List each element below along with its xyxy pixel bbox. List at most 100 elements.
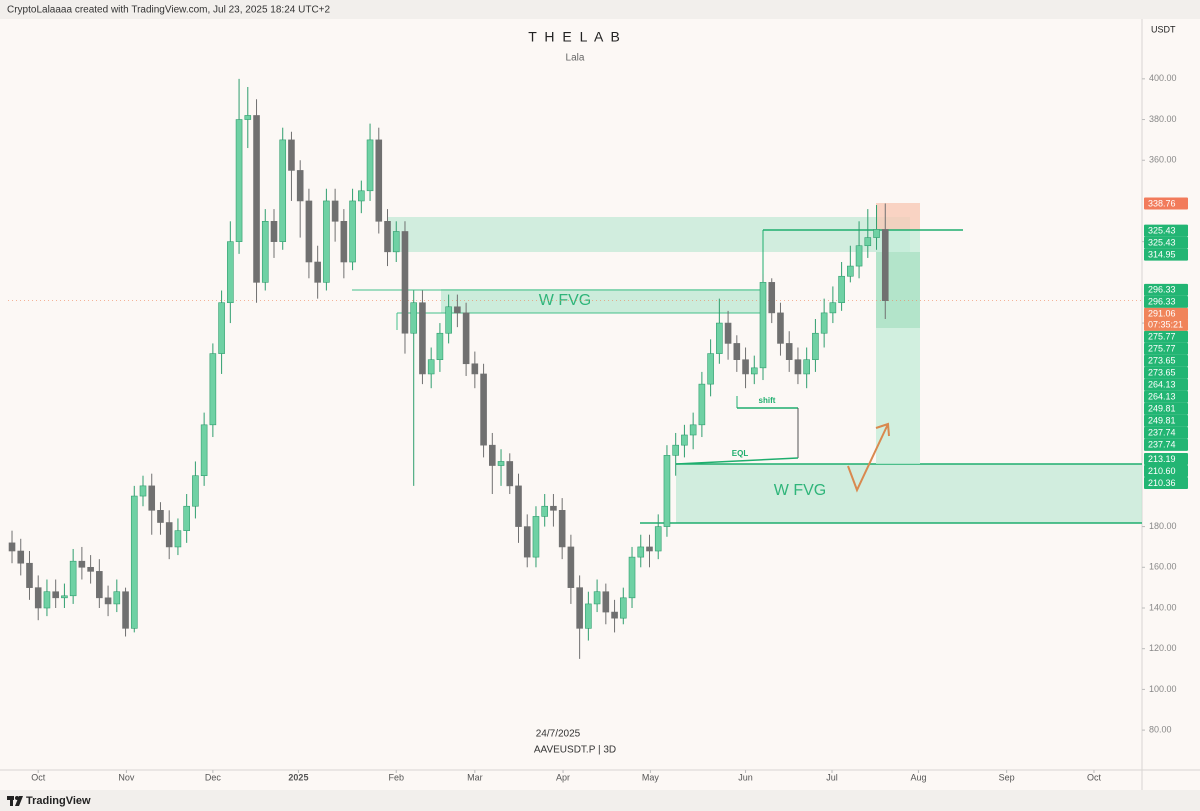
- x-tick-label: Dec: [205, 772, 222, 782]
- candle-body: [471, 363, 479, 375]
- x-tick-label: Feb: [388, 772, 404, 782]
- y-tick-label: 100.00: [1149, 684, 1177, 694]
- candle-body: [532, 516, 540, 558]
- y-tick-label: 400.00: [1149, 73, 1177, 83]
- fvg-zone: [676, 464, 1142, 523]
- price-label-bg: [1144, 197, 1188, 210]
- y-tick-label: 140.00: [1149, 602, 1177, 612]
- price-label: 296.33: [1148, 285, 1176, 295]
- candle-body: [69, 560, 77, 597]
- candle-body: [593, 591, 601, 605]
- candle-body: [838, 275, 845, 304]
- candle-body: [506, 461, 514, 487]
- axis-unit: USDT: [1151, 24, 1176, 34]
- candle-body: [812, 332, 819, 360]
- x-tick-label: Jul: [826, 772, 838, 782]
- candle-body: [218, 302, 225, 354]
- arrow: [847, 422, 890, 493]
- candle-body: [209, 353, 217, 426]
- candle-body: [672, 444, 679, 456]
- price-label: 237.74: [1148, 440, 1176, 450]
- candle-body: [864, 237, 872, 247]
- tv-logo: [7, 796, 23, 806]
- candle-body: [611, 611, 618, 619]
- candle-body: [427, 359, 435, 375]
- fvg-zone: [388, 217, 910, 252]
- price-label: 210.60: [1148, 466, 1176, 476]
- annotation: W FVG: [539, 292, 591, 309]
- candle-body: [759, 282, 767, 369]
- candle-body: [698, 383, 706, 426]
- annotation: shift: [759, 396, 776, 405]
- candle-body: [794, 359, 802, 375]
- candle-body: [550, 505, 557, 511]
- price-label: 249.81: [1148, 404, 1176, 414]
- candle-body: [305, 200, 313, 263]
- candle-body: [34, 587, 42, 609]
- price-label: 325.43: [1148, 225, 1176, 235]
- price-label: 275.77: [1148, 344, 1176, 354]
- candle-body: [410, 302, 418, 334]
- candle-body: [227, 241, 234, 304]
- candle-body: [26, 562, 33, 588]
- candle-body: [637, 546, 645, 558]
- price-label: 213.19: [1148, 454, 1176, 464]
- candle-body: [192, 475, 199, 507]
- candle-body: [585, 603, 592, 629]
- y-tick-label: 80.00: [1149, 724, 1172, 734]
- candle-body: [716, 322, 723, 354]
- countdown: 07:35:21: [1148, 320, 1183, 330]
- x-tick-label: 2025: [288, 772, 308, 782]
- y-tick-label: 360.00: [1149, 155, 1177, 165]
- price-label: 291.06: [1148, 309, 1176, 319]
- candle-body: [777, 312, 784, 344]
- candle-body: [419, 302, 426, 375]
- candle-body: [113, 591, 121, 605]
- candle-body: [253, 115, 260, 283]
- x-tick-label: Jun: [738, 772, 753, 782]
- price-label-bg: [1144, 390, 1188, 403]
- price-label-bg: [1144, 477, 1188, 490]
- candle-body: [183, 505, 190, 531]
- candle-body: [261, 221, 269, 283]
- price-label-bg: [1144, 426, 1188, 439]
- candle-body: [733, 343, 741, 360]
- candle-body: [130, 495, 138, 629]
- candle-body: [724, 322, 732, 344]
- candle-body: [375, 139, 383, 222]
- candle-body: [401, 231, 409, 334]
- x-tick-label: Aug: [910, 772, 926, 782]
- chart-subtitle: Lala: [566, 53, 585, 64]
- candle-body: [244, 115, 252, 120]
- candle-body: [139, 485, 147, 497]
- candle-body: [87, 566, 94, 572]
- candle-body: [567, 546, 575, 588]
- price-label-bg: [1144, 378, 1188, 391]
- price-label-bg: [1144, 342, 1188, 355]
- x-tick-label: Apr: [556, 772, 570, 782]
- price-label: 275.77: [1148, 332, 1176, 342]
- candle-body: [654, 526, 662, 552]
- candle-body: [270, 221, 278, 242]
- candle-body: [174, 530, 182, 548]
- candle-body: [104, 597, 112, 605]
- price-label: 325.43: [1148, 237, 1176, 247]
- candle-body: [515, 485, 522, 527]
- candle-body: [820, 312, 828, 334]
- candle-body: [122, 591, 129, 629]
- price-label: 249.81: [1148, 416, 1176, 426]
- price-label: 338.76: [1148, 198, 1176, 208]
- price-label-bg: [1144, 330, 1188, 343]
- candle-body: [392, 231, 400, 253]
- price-label: 264.13: [1148, 392, 1176, 402]
- candle-body: [43, 591, 51, 609]
- price-label-bg: [1144, 283, 1188, 296]
- candle-body: [61, 595, 68, 599]
- candle-body: [523, 526, 531, 558]
- price-label-bg: [1144, 295, 1188, 308]
- price-label-bg: [1144, 224, 1188, 237]
- candle-body: [8, 542, 16, 552]
- candle-body: [462, 312, 470, 365]
- level-line: [675, 457, 799, 465]
